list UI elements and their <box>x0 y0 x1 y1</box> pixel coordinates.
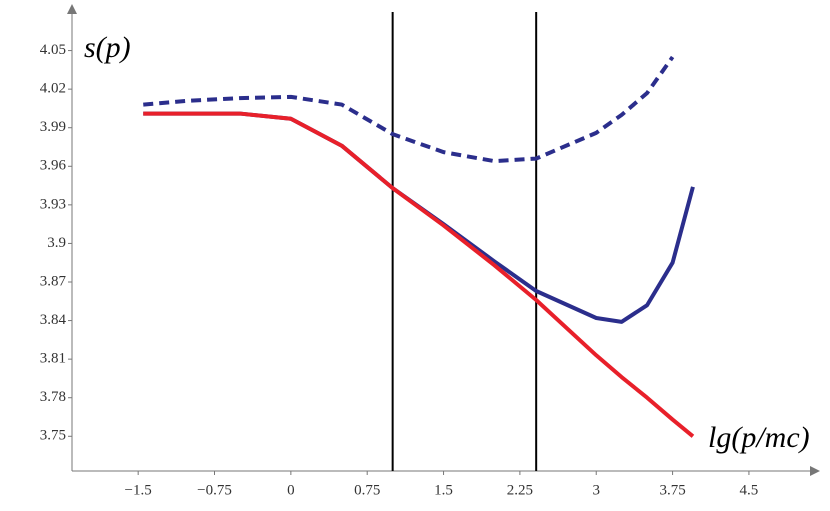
x-tick-label: 3.75 <box>659 482 685 498</box>
y-axis-label: s(p) <box>84 31 131 64</box>
x-tick-label: 1.5 <box>434 482 453 498</box>
y-axis-arrow <box>67 4 77 14</box>
y-tick-label: 3.75 <box>40 428 66 444</box>
y-tick-label: 4.05 <box>40 42 66 58</box>
x-axis-label: lg(p/mc) <box>708 421 810 454</box>
y-tick-label: 3.93 <box>40 196 66 212</box>
y-tick-label: 3.9 <box>47 235 66 251</box>
x-tick-label: −0.75 <box>197 482 232 498</box>
series-line <box>143 111 695 438</box>
x-tick-label: 3 <box>592 482 600 498</box>
y-tick-label: 3.99 <box>40 119 66 135</box>
x-axis-arrow <box>810 466 820 476</box>
y-tick-label: 3.87 <box>40 273 67 289</box>
x-tick-label: 4.5 <box>740 482 759 498</box>
y-tick-label: 3.96 <box>40 158 67 174</box>
series-line <box>143 55 675 164</box>
series-line <box>143 111 695 324</box>
x-tick-label: 0 <box>287 482 295 498</box>
y-tick-label: 3.78 <box>40 389 66 405</box>
y-tick-label: 3.84 <box>40 312 67 328</box>
x-tick-label: −1.5 <box>125 482 152 498</box>
x-tick-label: 0.75 <box>354 482 380 498</box>
y-tick-label: 4.02 <box>40 81 66 97</box>
x-tick-label: 2.25 <box>507 482 533 498</box>
y-tick-label: 3.81 <box>40 351 66 367</box>
